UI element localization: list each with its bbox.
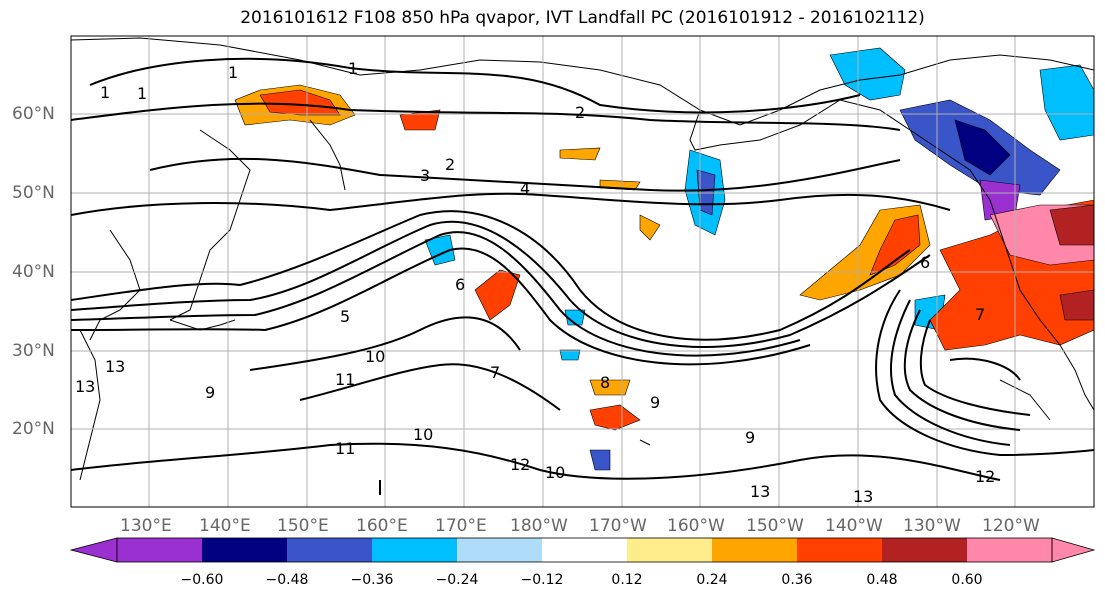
colorbar-tick-label: 0.12 xyxy=(611,572,643,588)
lon-label: 120°W xyxy=(982,516,1040,536)
contour-label: 12 xyxy=(510,455,530,474)
lon-label: 140°E xyxy=(199,516,251,536)
lat-label: 30°N xyxy=(12,341,55,361)
contour-label: 9 xyxy=(205,383,215,402)
colorbar-segment xyxy=(117,538,202,562)
contour-label: 5 xyxy=(340,307,350,326)
contour-label: 9 xyxy=(650,393,660,412)
ivt-contours xyxy=(71,57,1094,495)
contour-label: 13 xyxy=(750,482,770,501)
contour-labels: 1 1 1 1 2 2 3 4 5 6 6 7 7 8 9 9 9 10 10 … xyxy=(75,59,995,506)
lon-label: 160°W xyxy=(667,516,725,536)
colorbar-segment xyxy=(287,538,372,562)
contour-label: 13 xyxy=(853,487,873,506)
contour-label: 8 xyxy=(600,373,610,392)
colorbar-extend-high xyxy=(1051,537,1096,563)
colorbar-tick-label: −0.12 xyxy=(520,572,564,588)
colorbar-tick-label: −0.60 xyxy=(180,572,224,588)
map-frame xyxy=(70,35,1095,508)
colorbar-segment xyxy=(882,538,967,562)
contour-label: 1 xyxy=(100,83,110,102)
colorbar xyxy=(69,537,1096,563)
lat-label: 20°N xyxy=(12,419,55,439)
colorbar-segment xyxy=(627,538,712,562)
lon-label: 170°E xyxy=(435,516,487,536)
contour-label: 2 xyxy=(445,155,455,174)
lon-label: 160°E xyxy=(356,516,408,536)
contour-label: 1 xyxy=(137,84,147,103)
contour-label: 10 xyxy=(413,425,433,444)
colorbar-segment xyxy=(202,538,287,562)
colorbar-tick-label: −0.36 xyxy=(350,572,394,588)
contour-label: 13 xyxy=(75,377,95,396)
colorbar-segment xyxy=(372,538,457,562)
contour-label: 1 xyxy=(348,59,358,78)
lat-label: 60°N xyxy=(12,104,55,124)
map-title: 2016101612 F108 850 hPa qvapor, IVT Land… xyxy=(240,8,925,28)
graticule xyxy=(71,36,1094,507)
contour-label: 10 xyxy=(545,463,565,482)
contour-label: 11 xyxy=(335,370,355,389)
colorbar-segment xyxy=(712,538,797,562)
lon-label: 170°W xyxy=(589,516,647,536)
lon-label: 140°W xyxy=(825,516,883,536)
contour-label: 12 xyxy=(975,467,995,486)
lon-label: 150°E xyxy=(277,516,329,536)
contour-label: 7 xyxy=(490,363,500,382)
contour-label: 11 xyxy=(335,439,355,458)
colorbar-tick-label: 0.36 xyxy=(781,572,813,588)
colorbar-segment xyxy=(457,538,542,562)
contour-label: 13 xyxy=(105,357,125,376)
colorbar-tick-label: −0.48 xyxy=(265,572,309,588)
lon-label: 130°W xyxy=(903,516,961,536)
colorbar-extend-low xyxy=(69,537,118,563)
contour-label: 1 xyxy=(228,63,238,82)
colorbar-tick-label: 0.60 xyxy=(951,572,983,588)
contour-label: 9 xyxy=(745,428,755,447)
colorbar-tick-label: −0.24 xyxy=(435,572,479,588)
colorbar-segment xyxy=(797,538,882,562)
lat-label: 40°N xyxy=(12,262,55,282)
colorbar-frame xyxy=(116,537,1053,563)
lon-label: 180°W xyxy=(510,516,568,536)
colorbar-tick-label: 0.24 xyxy=(696,572,728,588)
lat-label: 50°N xyxy=(12,183,55,203)
contour-label: 6 xyxy=(920,253,930,272)
contour-label: 7 xyxy=(975,305,985,324)
contour-label: 3 xyxy=(420,166,430,185)
lon-label: 150°W xyxy=(746,516,804,536)
contour-label: 6 xyxy=(455,275,465,294)
contour-label: 2 xyxy=(575,103,585,122)
colorbar-tick-label: 0.48 xyxy=(866,572,898,588)
contour-label: 4 xyxy=(520,179,530,198)
colorbar-segment xyxy=(967,538,1052,562)
contour-label: 10 xyxy=(365,347,385,366)
lon-label: 130°E xyxy=(120,516,172,536)
colorbar-segment xyxy=(542,538,627,562)
